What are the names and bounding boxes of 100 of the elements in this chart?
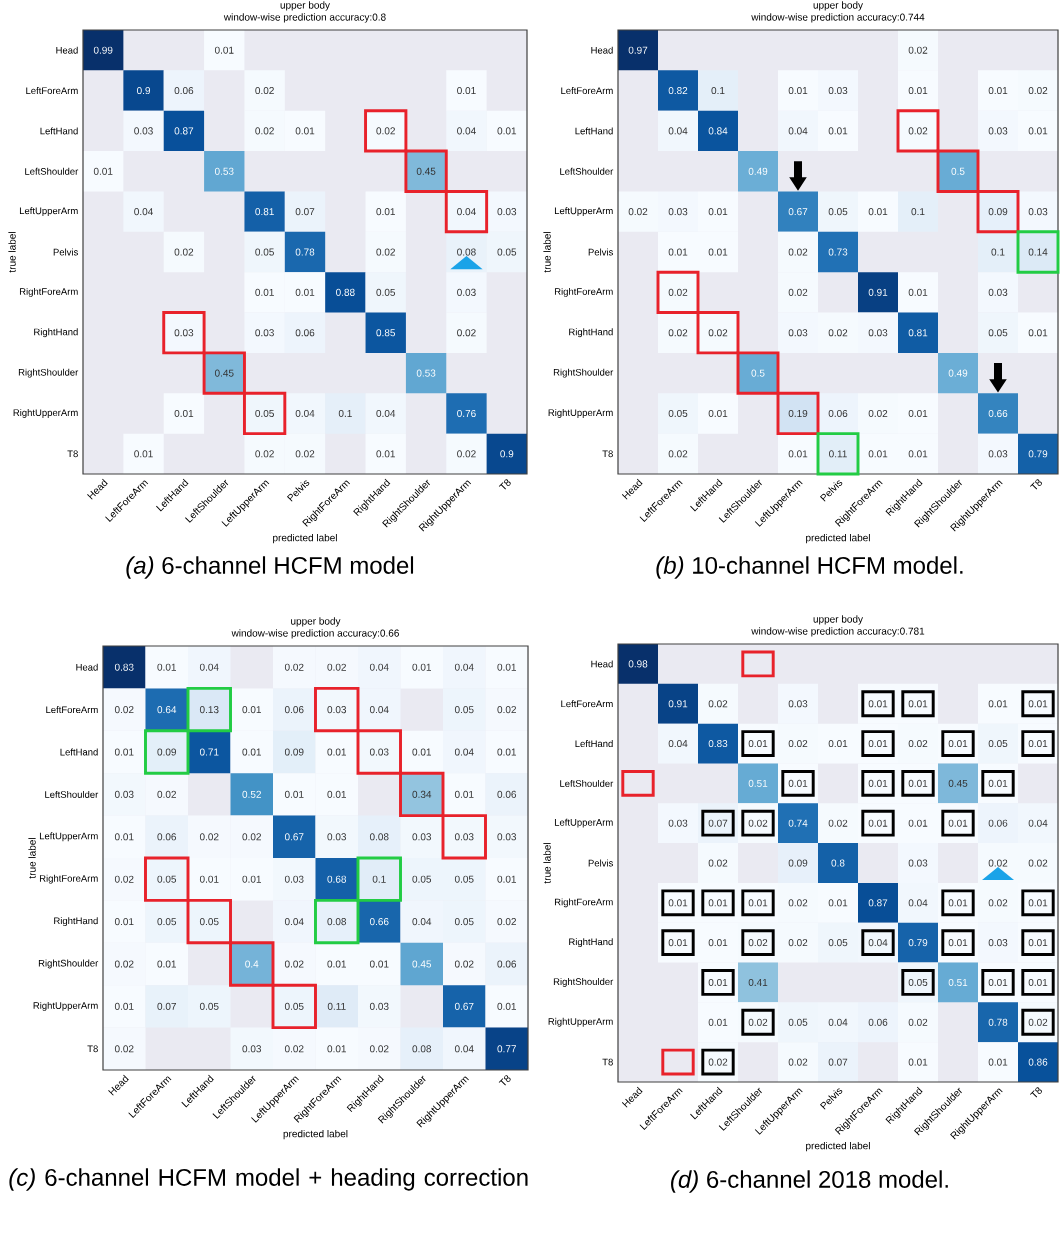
data-label: 0.01: [412, 663, 432, 671]
data-label: 0.01: [988, 779, 1008, 787]
data-label: 0.01: [214, 46, 234, 54]
data-label: 0.49: [948, 369, 968, 377]
data-label: 0.01: [284, 790, 304, 798]
data-label: 0.67: [454, 1002, 474, 1010]
chart-title: upper body: [280, 1, 330, 11]
data-label: 0.03: [454, 833, 474, 841]
data-label: 0.1: [911, 208, 925, 216]
y-tick-label: LeftUpperArm: [19, 207, 78, 217]
y-tick-label: LeftForeArm: [46, 706, 98, 714]
text: (c) 6-channel HCFM model + heading correction: [9, 1168, 528, 1191]
y-tick-label: RightShoulder: [553, 368, 614, 378]
y-tick-label: LeftHand: [575, 127, 613, 135]
data-label: 0.03: [242, 1045, 262, 1053]
data-label: 0.02: [114, 706, 134, 714]
text: (a) 6-channel HCFM model: [126, 556, 414, 579]
data-label: 0.11: [327, 1002, 346, 1010]
data-label: 0.01: [497, 748, 517, 756]
data-label: 0.64: [157, 706, 177, 714]
data-label: 0.01: [376, 208, 395, 216]
data-label: 0.02: [255, 87, 274, 95]
data-label: 0.03: [988, 939, 1008, 947]
data-label: 0.04: [369, 663, 389, 671]
data-label: 0.01: [295, 288, 315, 296]
data-label: 0.04: [788, 127, 808, 135]
data-label: 0.01: [327, 790, 347, 798]
data-label: 0.03: [114, 790, 134, 798]
data-label: 0.11: [829, 450, 847, 458]
data-label: 0.05: [376, 288, 396, 296]
y-tick-label: LeftHand: [40, 127, 78, 135]
data-label: 0.06: [157, 833, 177, 841]
data-label: 0.03: [412, 833, 432, 841]
data-label: 0.09: [284, 748, 304, 756]
data-label: 0.78: [295, 248, 315, 256]
data-label: 0.01: [114, 1002, 134, 1010]
y-axis-title: true label: [8, 232, 16, 273]
data-label: 0.03: [668, 819, 688, 827]
data-label: 0.02: [628, 208, 648, 216]
data-label: 0.01: [788, 779, 808, 787]
data-label: 0.66: [988, 409, 1008, 417]
data-label: 0.01: [454, 790, 474, 798]
data-label: 0.67: [788, 208, 808, 216]
data-label: 0.01: [412, 748, 432, 756]
data-label: 0.76: [457, 409, 476, 417]
data-label: 0.01: [1028, 978, 1048, 987]
y-tick-label: LeftHand: [575, 740, 613, 748]
data-label: 0.78: [988, 1018, 1008, 1026]
data-label: 0.05: [199, 1002, 219, 1010]
data-label: 0.01: [908, 700, 928, 708]
x-axis-title: predicted label: [283, 1129, 348, 1140]
data-label: 0.03: [457, 288, 476, 296]
y-tick-label: T8: [67, 450, 78, 458]
data-label: 0.79: [1028, 450, 1048, 458]
data-label: 0.01: [376, 450, 395, 458]
data-label: 0.08: [327, 918, 347, 926]
data-label: 0.97: [628, 46, 648, 54]
data-label: 0.03: [369, 1002, 389, 1010]
data-label: 0.04: [457, 127, 476, 135]
y-tick-label: Head: [56, 46, 78, 54]
x-axis-title: predicted label: [806, 1141, 870, 1152]
data-label: 0.04: [369, 706, 389, 714]
data-label: 0.04: [454, 748, 474, 756]
data-label: 0.01: [1028, 939, 1048, 947]
data-label: 0.01: [1028, 700, 1048, 708]
data-label: 0.02: [828, 329, 848, 337]
data-label: 0.01: [868, 740, 888, 748]
data-label: 0.05: [255, 248, 274, 256]
data-label: 0.02: [788, 740, 808, 748]
data-label: 0.03: [369, 748, 389, 756]
data-label: 0.02: [255, 450, 274, 458]
data-label: 0.51: [948, 978, 968, 987]
y-tick-label: LeftShoulder: [25, 167, 79, 175]
y-tick-label: T8: [87, 1045, 98, 1053]
y-axis-title: true label: [543, 843, 551, 884]
data-label: 0.01: [1028, 127, 1048, 135]
data-label: 0.07: [708, 819, 728, 827]
data-label: 0.01: [242, 706, 261, 714]
data-label: 0.01: [988, 87, 1008, 95]
data-label: 0.01: [788, 87, 808, 95]
data-label: 0.05: [412, 875, 432, 883]
data-label: 0.01: [828, 127, 848, 135]
y-tick-label: RightShoulder: [553, 978, 614, 987]
data-label: 0.05: [284, 1002, 304, 1010]
data-label: 0.03: [908, 859, 928, 867]
x-axis-title: predicted label: [806, 533, 870, 544]
data-label: 0.02: [668, 450, 688, 458]
data-label: 0.02: [1028, 859, 1048, 867]
data-label: 0.1: [711, 87, 725, 95]
data-label: 0.01: [988, 978, 1008, 987]
data-label: 0.01: [908, 819, 928, 827]
y-tick-label: RightForeArm: [554, 898, 613, 908]
data-label: 0.8: [831, 859, 845, 867]
data-label: 0.68: [327, 875, 347, 883]
data-label: 0.02: [327, 663, 346, 671]
y-tick-label: LeftForeArm: [561, 87, 613, 95]
x-tick-label: T8: [498, 1075, 511, 1086]
data-label: 0.04: [454, 1045, 474, 1053]
data-label: 0.02: [708, 329, 728, 337]
y-tick-label: LeftShoulder: [560, 779, 614, 787]
